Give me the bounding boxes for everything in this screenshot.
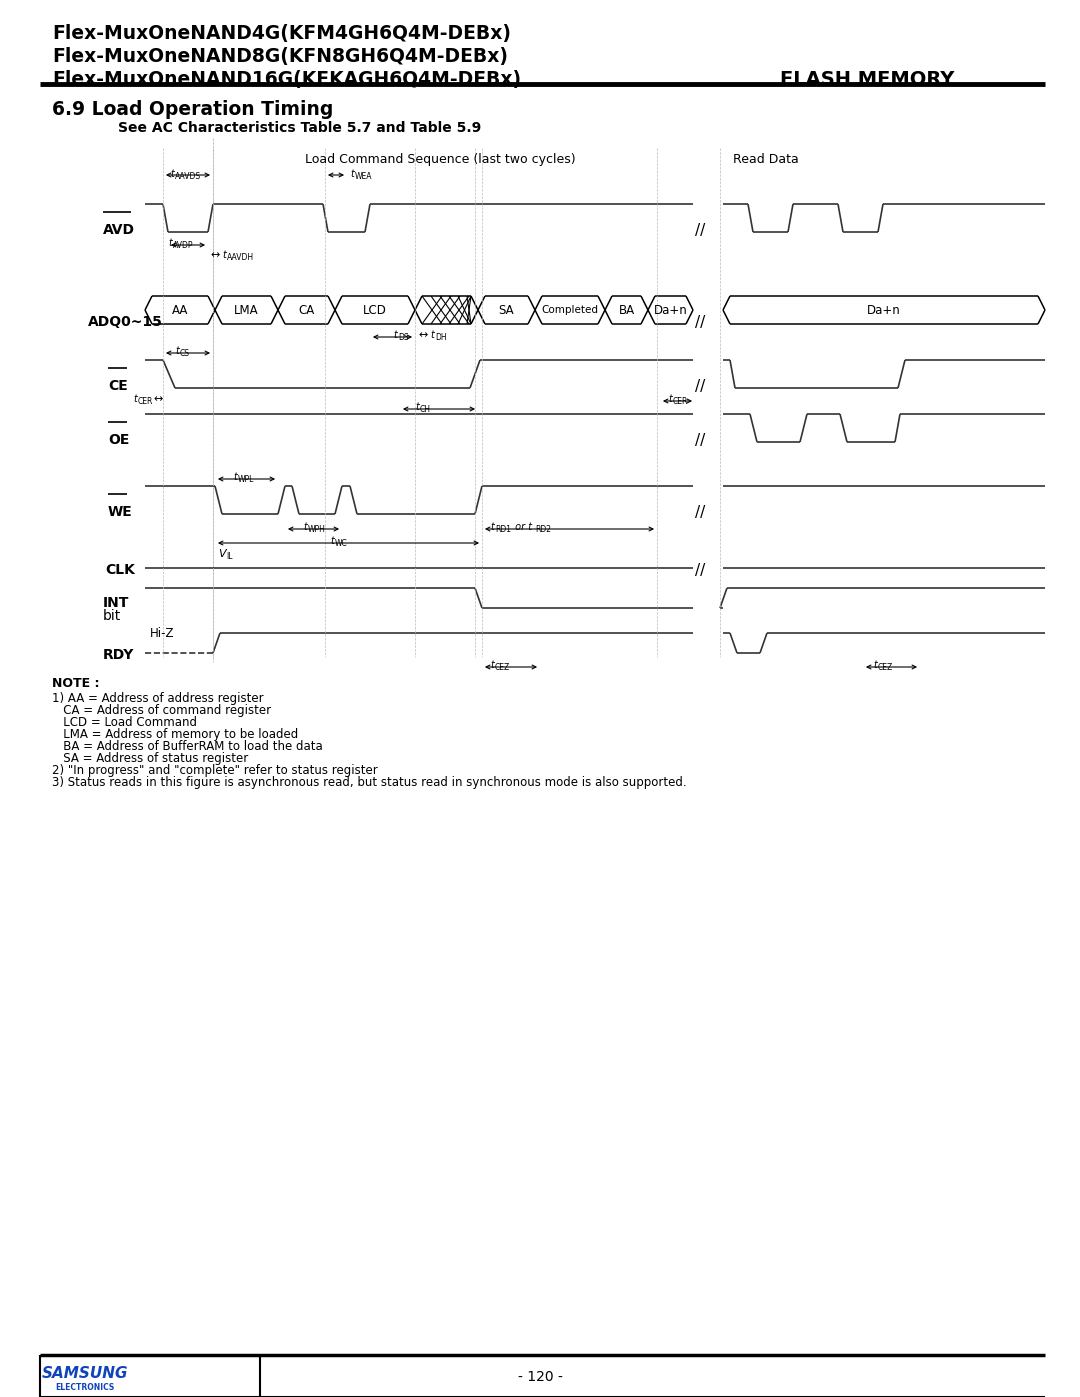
Text: RD2: RD2 xyxy=(535,525,551,534)
Text: CER: CER xyxy=(673,397,688,407)
Text: WEA: WEA xyxy=(355,172,373,182)
Text: t: t xyxy=(393,330,396,339)
Text: CS: CS xyxy=(180,349,190,358)
Text: BA: BA xyxy=(619,303,635,317)
Text: t: t xyxy=(873,659,877,671)
Text: ↔: ↔ xyxy=(210,250,219,260)
Text: //: // xyxy=(696,433,705,448)
Text: Flex-MuxOneNAND4G(KFM4GH6Q4M-DEBx): Flex-MuxOneNAND4G(KFM4GH6Q4M-DEBx) xyxy=(52,24,511,43)
Text: t: t xyxy=(669,394,672,404)
Text: Flex-MuxOneNAND16G(KFKAGH6Q4M-DEBx): Flex-MuxOneNAND16G(KFKAGH6Q4M-DEBx) xyxy=(52,70,522,89)
Text: t: t xyxy=(170,169,174,179)
Text: 1) AA = Address of address register: 1) AA = Address of address register xyxy=(52,692,264,705)
Text: CA: CA xyxy=(298,303,314,317)
Text: LCD = Load Command: LCD = Load Command xyxy=(52,717,197,729)
Text: bit: bit xyxy=(103,609,121,623)
Text: Read Data: Read Data xyxy=(733,154,799,166)
Text: SA = Address of status register: SA = Address of status register xyxy=(52,752,248,766)
Text: 2) "In progress" and "complete" refer to status register: 2) "In progress" and "complete" refer to… xyxy=(52,764,378,777)
Text: t: t xyxy=(175,346,179,356)
Text: ↔: ↔ xyxy=(418,330,428,339)
Text: AAVDH: AAVDH xyxy=(227,253,254,263)
Text: DS: DS xyxy=(399,332,408,342)
Text: RD1: RD1 xyxy=(495,525,511,534)
Text: t: t xyxy=(233,472,237,482)
Text: 6.9 Load Operation Timing: 6.9 Load Operation Timing xyxy=(52,101,334,119)
Text: WC: WC xyxy=(335,539,348,548)
Text: RDY: RDY xyxy=(103,648,134,662)
Text: t: t xyxy=(490,522,494,532)
Text: CEZ: CEZ xyxy=(878,664,893,672)
Text: V: V xyxy=(218,549,226,559)
Text: AVDP: AVDP xyxy=(173,242,193,250)
Text: WPH: WPH xyxy=(308,525,326,534)
Text: DH: DH xyxy=(435,332,447,342)
Text: AA: AA xyxy=(172,303,188,317)
Text: t: t xyxy=(168,237,172,249)
Text: t: t xyxy=(490,659,494,671)
Text: //: // xyxy=(696,379,705,394)
Text: SA: SA xyxy=(499,303,514,317)
Text: ↔: ↔ xyxy=(153,394,162,404)
Text: //: // xyxy=(696,563,705,578)
Text: t: t xyxy=(222,250,226,260)
Text: AVD: AVD xyxy=(103,224,135,237)
Text: Flex-MuxOneNAND8G(KFN8GH6Q4M-DEBx): Flex-MuxOneNAND8G(KFN8GH6Q4M-DEBx) xyxy=(52,47,508,66)
Text: - 120 -: - 120 - xyxy=(517,1370,563,1384)
Text: FLASH MEMORY: FLASH MEMORY xyxy=(780,70,955,89)
Text: CEZ: CEZ xyxy=(495,664,510,672)
Text: Load Command Sequence (last two cycles): Load Command Sequence (last two cycles) xyxy=(305,154,576,166)
Text: CLK: CLK xyxy=(105,563,135,577)
Text: SAMSUNG: SAMSUNG xyxy=(42,1365,129,1380)
Text: CE: CE xyxy=(108,379,127,393)
Text: t: t xyxy=(133,394,137,404)
Text: //: // xyxy=(696,224,705,237)
Text: See AC Characteristics Table 5.7 and Table 5.9: See AC Characteristics Table 5.7 and Tab… xyxy=(118,122,482,136)
Text: t: t xyxy=(350,169,354,179)
Text: AAVDS: AAVDS xyxy=(175,172,201,182)
Text: Da+n: Da+n xyxy=(653,303,687,317)
Text: INT: INT xyxy=(103,597,130,610)
Text: IL: IL xyxy=(226,552,232,562)
Text: BA = Address of BufferRAM to load the data: BA = Address of BufferRAM to load the da… xyxy=(52,740,323,753)
Text: Hi-Z: Hi-Z xyxy=(150,627,175,640)
Text: //: // xyxy=(696,504,705,520)
Text: Completed: Completed xyxy=(541,305,598,314)
Text: Da+n: Da+n xyxy=(867,303,901,317)
Text: //: // xyxy=(696,314,705,330)
Text: LMA = Address of memory to be loaded: LMA = Address of memory to be loaded xyxy=(52,728,298,740)
Text: LMA: LMA xyxy=(234,303,259,317)
Text: t: t xyxy=(430,330,434,339)
Text: WE: WE xyxy=(108,504,133,520)
Text: t: t xyxy=(303,522,307,532)
Text: NOTE :: NOTE : xyxy=(52,678,99,690)
Text: OE: OE xyxy=(108,433,130,447)
Text: CA = Address of command register: CA = Address of command register xyxy=(52,704,271,717)
Text: t: t xyxy=(330,536,334,546)
Text: CH: CH xyxy=(420,405,431,414)
Text: t: t xyxy=(415,402,419,412)
Text: LCD: LCD xyxy=(363,303,387,317)
Text: ADQ0~15: ADQ0~15 xyxy=(87,314,163,330)
Text: CER: CER xyxy=(138,397,153,407)
Text: or t: or t xyxy=(512,522,532,532)
Text: 3) Status reads in this figure is asynchronous read, but status read in synchron: 3) Status reads in this figure is asynch… xyxy=(52,775,687,789)
Text: ELECTRONICS: ELECTRONICS xyxy=(55,1383,114,1393)
Text: WPL: WPL xyxy=(238,475,255,483)
